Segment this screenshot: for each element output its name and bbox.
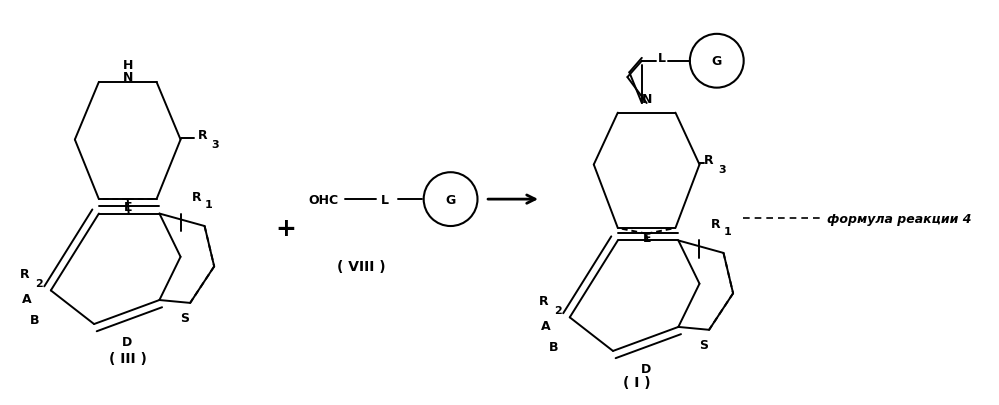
Text: формула реакции 4: формула реакции 4: [827, 212, 972, 225]
Text: 1: 1: [723, 226, 731, 236]
Text: R: R: [198, 129, 208, 142]
Text: G: G: [446, 193, 456, 206]
Text: A: A: [22, 292, 32, 305]
Text: 1: 1: [205, 199, 213, 209]
Text: S: S: [699, 338, 708, 351]
Text: OHC: OHC: [309, 193, 339, 206]
Text: H: H: [123, 59, 133, 72]
Text: E: E: [124, 201, 132, 214]
Text: 3: 3: [718, 165, 726, 175]
Text: B: B: [548, 340, 558, 353]
Text: G: G: [711, 55, 722, 68]
Text: ( VIII ): ( VIII ): [337, 260, 386, 274]
Text: S: S: [180, 311, 189, 324]
Text: D: D: [640, 362, 650, 375]
Text: N: N: [641, 92, 651, 105]
Text: ( III ): ( III ): [109, 351, 147, 365]
Text: ( I ): ( I ): [623, 375, 650, 389]
Text: R: R: [704, 154, 714, 167]
Text: R: R: [192, 190, 202, 203]
Text: E: E: [642, 232, 651, 245]
Text: 2: 2: [554, 305, 562, 315]
Text: N: N: [123, 70, 133, 83]
Text: L: L: [658, 52, 666, 65]
Text: R: R: [539, 294, 548, 307]
Text: R: R: [711, 217, 720, 230]
Text: 3: 3: [212, 140, 219, 150]
Text: R: R: [20, 267, 30, 280]
Text: +: +: [276, 216, 297, 240]
Text: B: B: [30, 313, 39, 326]
Text: D: D: [122, 335, 132, 348]
Text: L: L: [382, 193, 390, 206]
Text: A: A: [540, 319, 550, 332]
Text: 2: 2: [35, 278, 43, 288]
